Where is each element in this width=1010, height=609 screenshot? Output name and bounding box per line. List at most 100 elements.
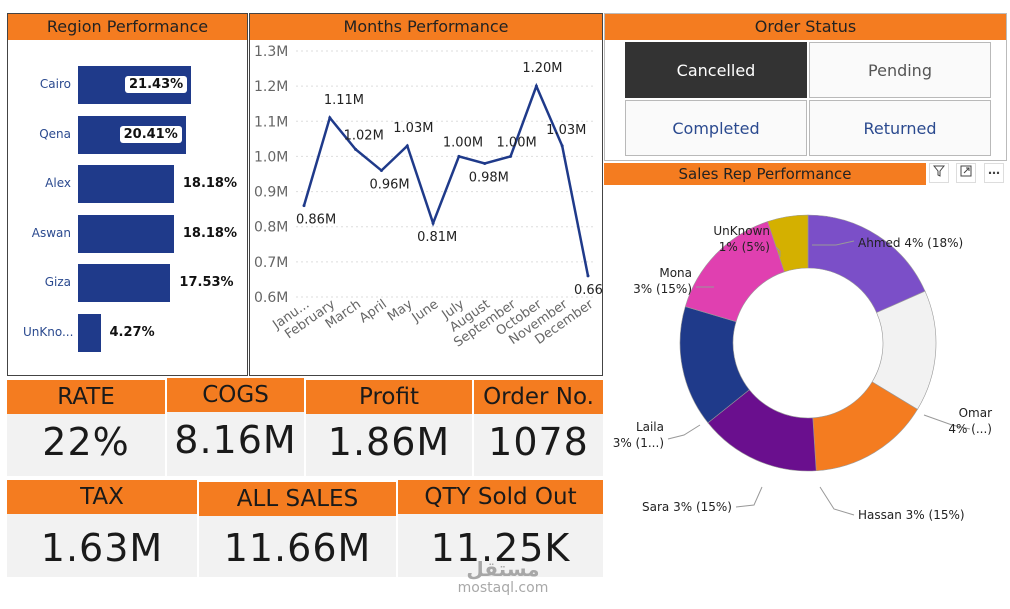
months-data-label-3: 0.96M [369,177,409,192]
y-tick-label: 0.8M [254,220,288,236]
donut-leader-2 [819,486,855,516]
order-status-title: Order Status [605,14,1006,40]
watermark: مستقل mostaql.com [440,558,566,596]
region-performance-title: Region Performance [8,14,247,40]
more-options-icon[interactable]: ⋯ [984,163,1004,183]
tax-card: TAX 1.63M [7,480,197,577]
y-tick-label: 0.9M [254,185,288,201]
focus-mode-icon[interactable] [956,163,976,183]
months-point-11 [586,274,590,278]
order-no-value: 1078 [488,420,589,464]
donut-label-6-sub: 1% (5%) [719,240,770,254]
months-performance-panel: Months Performance 1.3M 1.2M 1.1M 1.0M 0.9M 0… [249,13,603,376]
sales-rep-donut-chart: Ahmed 4% (18%) Omar 4% (...) Hassan 3% (15%… [613,214,992,522]
all-sales-label: ALL SALES [199,482,396,516]
donut-label-4-sub: 3% (1...) [613,436,664,450]
region-value-5: 4.27% [109,325,155,340]
region-label-4: Giza [44,275,71,290]
months-point-9 [534,84,538,88]
months-point-6 [457,154,461,158]
rate-label: RATE [7,380,165,414]
months-data-label-11: 0.66M [574,283,602,298]
cancelled-button[interactable]: Cancelled [625,42,807,98]
months-point-4 [405,144,409,148]
donut-label-0: Ahmed 4% (18%) [858,236,963,250]
months-line-series [302,82,590,277]
donut-leader-0 [812,240,855,246]
donut-slice-unknown[interactable] [767,214,809,273]
x-tick-label-4: May [385,297,416,325]
qty-sold-label: QTY Sold Out [398,480,603,514]
months-data-label-8: 1.00M [497,135,537,150]
sales-rep-panel: Sales Rep Performance ⋯ Ahmed 4% (18%) Om… [604,161,1007,577]
watermark-brand: مستقل [466,557,540,581]
donut-leader-3 [735,486,763,508]
rate-card: RATE 22% [7,380,165,476]
donut-label-6: UnKnown [713,224,770,238]
completed-button[interactable]: Completed [625,100,807,156]
months-point-0 [302,204,306,208]
donut-leader-6 [775,246,781,257]
months-point-3 [379,168,383,172]
donut-leader-1 [923,414,971,430]
cogs-label: COGS [167,378,304,412]
cogs-card: COGS 8.16M [167,378,304,476]
donut-leader-4 [667,424,701,440]
months-data-label-0: 0.86M [296,213,336,228]
region-label-0: Cairo [39,77,71,91]
cogs-value: 8.16M [174,418,297,462]
profit-card: Profit 1.86M [306,380,472,476]
region-performance-panel: Region Performance Cairo 21.43% Qena 20.41%… [7,13,248,376]
tax-value: 1.63M [40,526,164,570]
months-data-label-10: 1.03M [546,123,586,138]
donut-label-3: Sara 3% (15%) [642,500,732,514]
months-data-label-5: 0.81M [417,230,457,245]
profit-label: Profit [306,380,472,414]
region-label-3: Aswan [31,225,71,240]
region-value-0: 21.43% [125,76,188,93]
region-label-2: Alex [45,176,71,191]
sales-rep-title: Sales Rep Performance [604,163,926,185]
y-tick-label: 1.2M [254,79,288,95]
donut-label-4: Laila [636,420,664,434]
months-point-10 [560,144,564,148]
months-point-2 [354,147,358,151]
months-data-label-9: 1.20M [522,61,562,76]
months-data-label-7: 0.98M [469,170,509,185]
y-tick-label: 0.6M [254,290,288,306]
months-performance-title: Months Performance [250,14,602,40]
donut-label-2: Hassan 3% (15%) [858,508,965,522]
order-no-card: Order No. 1078 [474,380,603,476]
months-line-chart: 1.3M 1.2M 1.1M 1.0M 0.9M 0.8M 0.7M 0.6M 0.86M 1.1… [254,44,602,350]
order-no-label: Order No. [474,380,603,414]
returned-button[interactable]: Returned [809,100,991,156]
months-data-label-6: 1.00M [443,135,483,150]
all-sales-value: 11.66M [223,526,372,570]
donut-label-5-sub: 3% (15%) [633,282,692,296]
region-bar-3[interactable] [78,214,174,253]
months-data-label-2: 1.02M [344,128,384,143]
months-point-1 [328,116,332,120]
region-value-4: 17.53% [179,275,234,291]
filter-icon[interactable] [929,163,949,183]
pending-button[interactable]: Pending [809,42,991,98]
donut-slice-ahmed[interactable] [807,214,926,314]
region-bar-4[interactable] [78,264,171,303]
months-point-8 [509,154,513,158]
qty-sold-value: 11.25K [430,526,571,570]
months-point-7 [483,161,487,165]
qty-sold-card: QTY Sold Out 11.25K [398,480,603,577]
x-tick-label-5: June [409,297,442,326]
y-tick-label: 1.1M [254,114,288,130]
months-data-label-1: 1.11M [324,93,364,108]
donut-label-5: Mona [659,266,692,280]
region-value-1: 20.41% [119,125,182,143]
y-tick-label: 1.0M [254,149,288,165]
region-bar-2[interactable] [78,165,174,204]
region-label-1: Qena [39,126,71,141]
months-point-5 [431,221,435,225]
region-bar-5[interactable] [78,314,101,352]
region-value-3: 18.18% [182,225,238,241]
rate-value: 22% [42,420,130,464]
region-value-2: 18.18% [182,176,238,192]
